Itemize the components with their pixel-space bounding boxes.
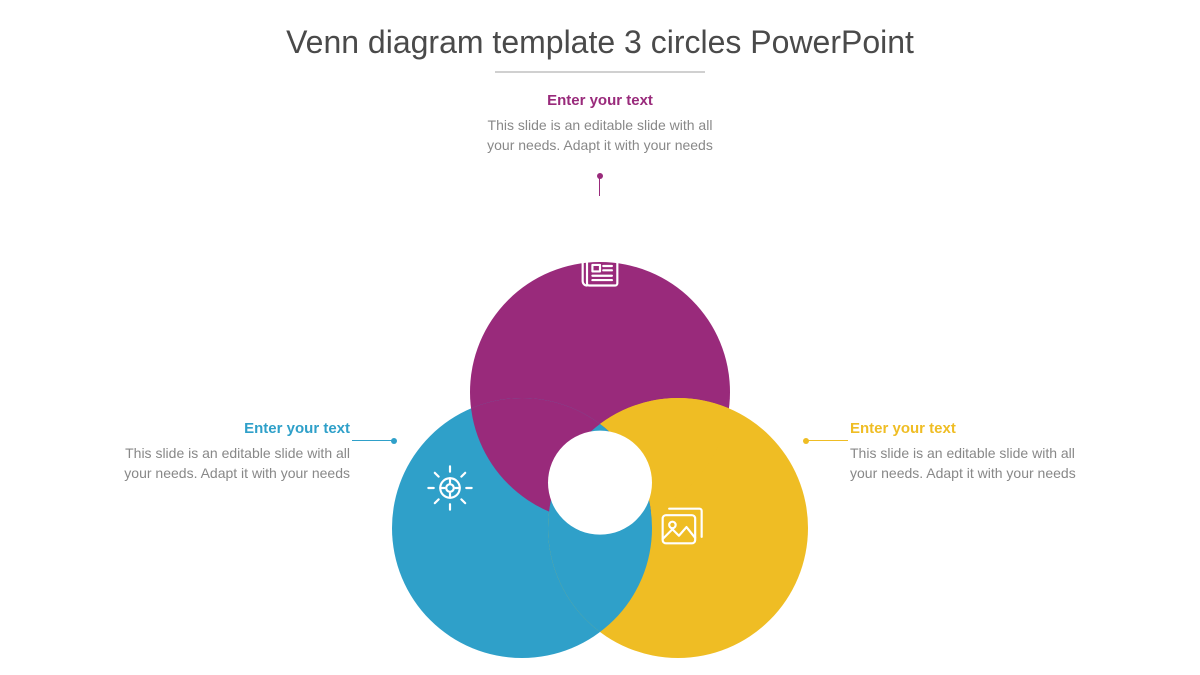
callout-left: Enter your text This slide is an editabl… [120, 420, 350, 484]
leader-dot-top [597, 173, 603, 179]
title-underline [495, 71, 705, 73]
callout-right-heading: Enter your text [850, 420, 1080, 437]
callout-left-heading: Enter your text [120, 420, 350, 437]
leader-dot-right [803, 438, 809, 444]
callout-left-desc: This slide is an editable slide with all… [120, 443, 350, 484]
callout-top: Enter your text This slide is an editabl… [485, 92, 715, 156]
leader-dot-left [391, 438, 397, 444]
callout-top-heading: Enter your text [485, 92, 715, 109]
leader-top [599, 176, 600, 196]
news-icon [574, 240, 626, 292]
slide-title: Venn diagram template 3 circles PowerPoi… [0, 0, 1200, 61]
venn-overlay [0, 80, 1200, 675]
image-icon [654, 500, 706, 552]
leader-right [806, 440, 848, 441]
leader-left [352, 440, 394, 441]
venn-stage: Enter your text This slide is an editabl… [0, 80, 1200, 675]
callout-right-desc: This slide is an editable slide with all… [850, 443, 1080, 484]
callout-top-desc: This slide is an editable slide with all… [485, 115, 715, 156]
callout-right: Enter your text This slide is an editabl… [850, 420, 1080, 484]
gear-icon [424, 462, 476, 514]
